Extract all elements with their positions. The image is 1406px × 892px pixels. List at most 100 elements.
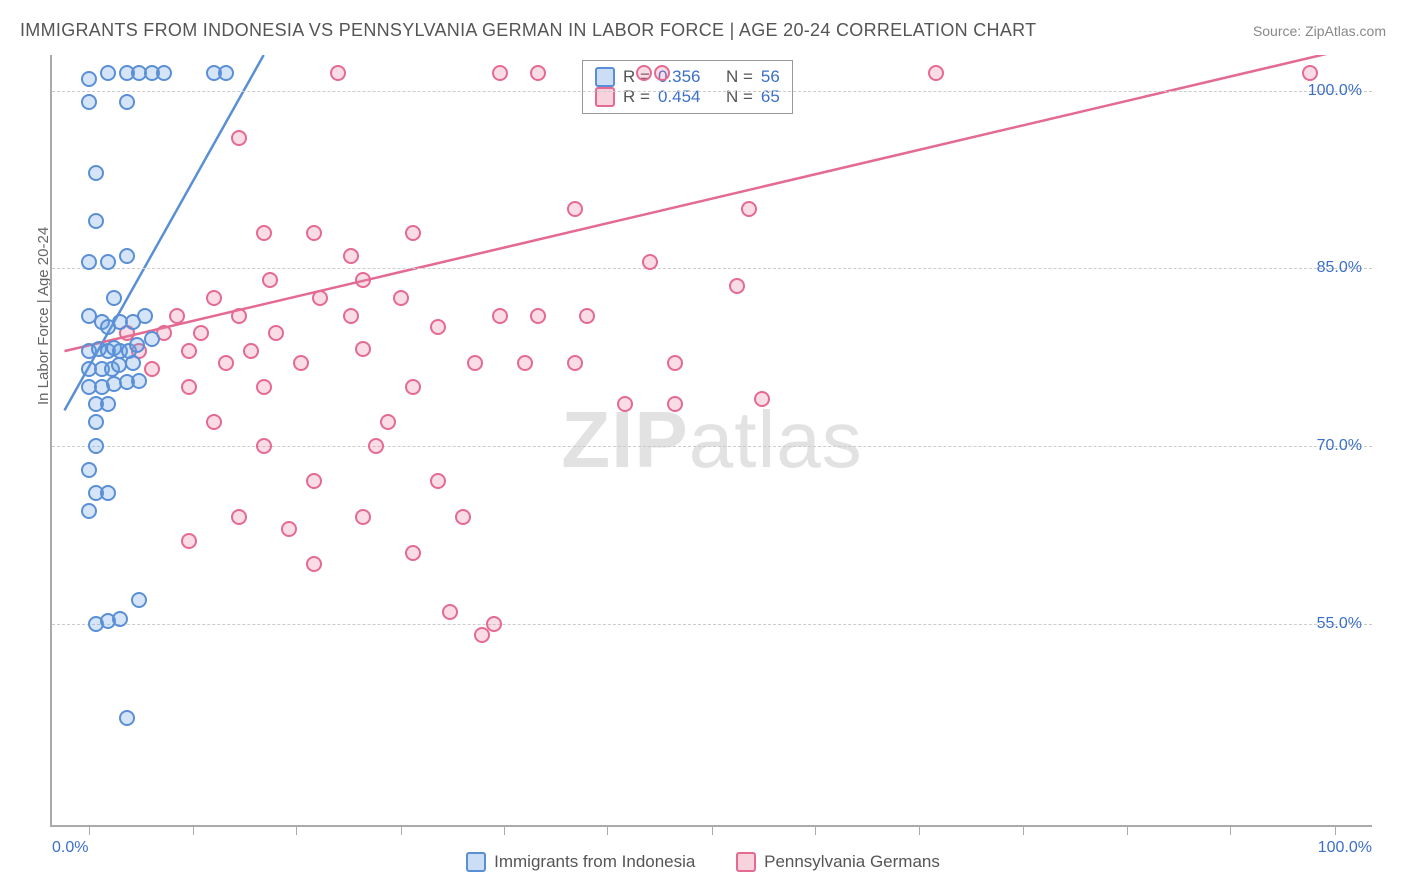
series-a-name: Immigrants from Indonesia [494, 852, 695, 872]
data-point [530, 308, 546, 324]
data-point [131, 373, 147, 389]
data-point [455, 509, 471, 525]
data-point [81, 503, 97, 519]
data-point [206, 414, 222, 430]
data-point [218, 65, 234, 81]
legend-item-b: Pennsylvania Germans [736, 852, 940, 872]
data-point [119, 248, 135, 264]
data-point [181, 343, 197, 359]
data-point [256, 438, 272, 454]
data-point [567, 201, 583, 217]
y-tick-label: 70.0% [1317, 437, 1362, 455]
data-point [119, 710, 135, 726]
data-point [343, 308, 359, 324]
correlation-chart: In Labor Force | Age 20-24 ZIPatlas R = … [50, 55, 1370, 825]
data-point [88, 414, 104, 430]
series-b-name: Pennsylvania Germans [764, 852, 940, 872]
data-point [754, 391, 770, 407]
trend-lines [52, 55, 1372, 825]
data-point [193, 325, 209, 341]
y-tick-label: 85.0% [1317, 259, 1362, 277]
data-point [928, 65, 944, 81]
data-point [88, 213, 104, 229]
data-point [231, 509, 247, 525]
data-point [368, 438, 384, 454]
data-point [281, 521, 297, 537]
data-point [442, 604, 458, 620]
data-point [567, 355, 583, 371]
data-point [119, 94, 135, 110]
data-point [617, 396, 633, 412]
data-point [181, 533, 197, 549]
data-point [88, 438, 104, 454]
swatch-a [466, 852, 486, 872]
data-point [81, 94, 97, 110]
data-point [467, 355, 483, 371]
data-point [405, 225, 421, 241]
data-point [430, 319, 446, 335]
legend-row-a: R = 0.356 N = 56 [595, 67, 780, 87]
data-point [405, 379, 421, 395]
data-point [100, 396, 116, 412]
data-point [306, 225, 322, 241]
data-point [243, 343, 259, 359]
data-point [231, 308, 247, 324]
data-point [256, 379, 272, 395]
data-point [156, 65, 172, 81]
y-tick-label: 100.0% [1308, 82, 1362, 100]
stats-legend: R = 0.356 N = 56 R = 0.454 N = 65 [582, 60, 793, 114]
data-point [306, 556, 322, 572]
plot-area: ZIPatlas R = 0.356 N = 56 R = 0.454 N = … [50, 55, 1372, 827]
data-point [667, 355, 683, 371]
data-point [293, 355, 309, 371]
data-point [262, 272, 278, 288]
data-point [88, 165, 104, 181]
data-point [667, 396, 683, 412]
data-point [100, 65, 116, 81]
data-point [100, 254, 116, 270]
data-point [517, 355, 533, 371]
data-point [729, 278, 745, 294]
data-point [181, 379, 197, 395]
data-point [393, 290, 409, 306]
data-point [1302, 65, 1318, 81]
data-point [355, 509, 371, 525]
data-point [231, 130, 247, 146]
data-point [492, 65, 508, 81]
data-point [636, 65, 652, 81]
data-point [355, 272, 371, 288]
data-point [654, 65, 670, 81]
y-tick-label: 55.0% [1317, 615, 1362, 633]
data-point [430, 473, 446, 489]
data-point [218, 355, 234, 371]
data-point [741, 201, 757, 217]
data-point [112, 611, 128, 627]
data-point [268, 325, 284, 341]
data-point [125, 355, 141, 371]
data-point [144, 361, 160, 377]
data-point [486, 616, 502, 632]
data-point [306, 473, 322, 489]
data-point [330, 65, 346, 81]
swatch-b [736, 852, 756, 872]
data-point [137, 308, 153, 324]
source-label: Source: ZipAtlas.com [1253, 23, 1386, 39]
data-point [206, 290, 222, 306]
data-point [530, 65, 546, 81]
data-point [355, 341, 371, 357]
legend-item-a: Immigrants from Indonesia [466, 852, 695, 872]
series-legend: Immigrants from Indonesia Pennsylvania G… [0, 852, 1406, 877]
data-point [100, 485, 116, 501]
data-point [492, 308, 508, 324]
data-point [169, 308, 185, 324]
swatch-a [595, 67, 615, 87]
data-point [405, 545, 421, 561]
data-point [312, 290, 328, 306]
data-point [81, 462, 97, 478]
data-point [256, 225, 272, 241]
data-point [343, 248, 359, 264]
chart-title: IMMIGRANTS FROM INDONESIA VS PENNSYLVANI… [20, 20, 1036, 41]
data-point [106, 290, 122, 306]
data-point [81, 254, 97, 270]
data-point [380, 414, 396, 430]
